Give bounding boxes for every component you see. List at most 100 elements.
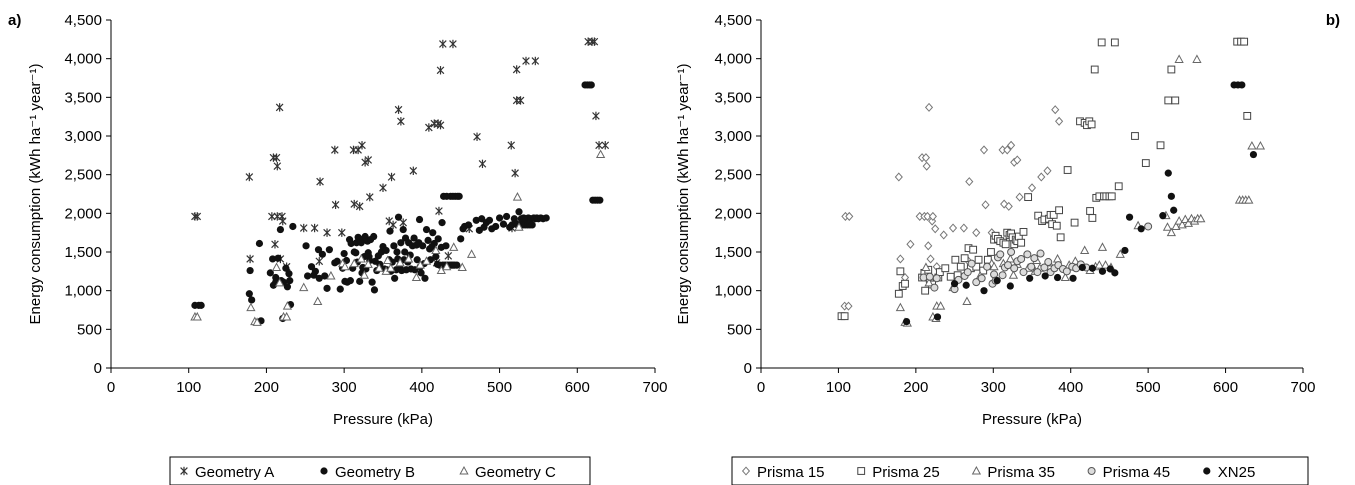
series-prisma-45 [919, 222, 1153, 294]
data-point [401, 248, 409, 256]
data-point [289, 222, 297, 231]
data-point [395, 257, 405, 267]
data-point [502, 212, 511, 221]
y-tick-label: 3,500 [714, 89, 752, 106]
x-axis-label: Pressure (kPa) [333, 411, 433, 428]
data-point [1255, 141, 1266, 150]
data-point [941, 264, 950, 273]
data-point [1041, 272, 1049, 280]
data-point [434, 235, 442, 243]
y-tick-label: 0 [744, 360, 752, 377]
data-point [415, 215, 424, 224]
legend-label: Geometry C [475, 464, 556, 481]
data-point [442, 242, 450, 250]
data-point [245, 290, 253, 298]
data-point [365, 192, 374, 202]
data-point [511, 168, 519, 178]
data-point [389, 220, 397, 230]
data-point [346, 277, 354, 285]
data-point [393, 248, 401, 256]
data-point [516, 96, 525, 105]
data-point [1043, 166, 1052, 176]
y-tick-label: 3,500 [64, 89, 102, 106]
data-point [935, 301, 946, 310]
data-point [931, 224, 940, 234]
data-point [967, 259, 976, 268]
data-point [946, 272, 955, 281]
data-point [894, 289, 903, 298]
data-point [969, 245, 978, 254]
data-point [939, 230, 948, 240]
panel-label: b) [1326, 12, 1340, 29]
legend-marker [971, 465, 982, 475]
legend-marker [857, 467, 866, 475]
data-point [1017, 254, 1026, 263]
data-point [347, 239, 355, 248]
data-point [974, 255, 983, 264]
data-point [252, 317, 262, 326]
data-point [1003, 261, 1012, 270]
data-point [1110, 38, 1119, 47]
y-tick-label: 500 [727, 321, 752, 338]
y-tick-label: 1,500 [64, 244, 102, 261]
data-point [421, 256, 432, 265]
data-point [1240, 37, 1249, 46]
data-point [457, 262, 467, 271]
x-tick-label: 700 [642, 379, 667, 396]
data-point [1007, 140, 1016, 150]
data-point [318, 250, 326, 258]
data-point [275, 103, 284, 112]
data-point [449, 39, 457, 49]
data-point [1055, 116, 1064, 126]
legend-label: Prisma 15 [757, 464, 825, 481]
legend-label: Geometry A [195, 464, 274, 481]
data-point [1013, 155, 1022, 165]
chart-panel-b: b) 0 500 1,000 1,500 2,000 2,500 3,000 3,500 4,00… [675, 12, 1340, 485]
data-point [590, 37, 599, 46]
y-tick-label: 3,000 [64, 128, 102, 145]
data-point [512, 192, 523, 201]
legend-marker [741, 466, 751, 476]
data-point [1121, 246, 1129, 255]
data-point [269, 255, 277, 263]
data-point [592, 111, 600, 121]
y-tick-label: 0 [94, 360, 102, 377]
data-point [901, 279, 909, 288]
data-point [1097, 38, 1106, 47]
data-point [1062, 267, 1071, 276]
legend-marker [320, 467, 328, 475]
data-point [436, 120, 445, 130]
data-point [951, 255, 960, 264]
data-point [595, 141, 603, 150]
data-point [998, 271, 1007, 280]
y-tick-label: 2,000 [714, 205, 752, 222]
data-point [333, 257, 341, 265]
data-point [310, 223, 319, 233]
data-point [411, 272, 422, 282]
data-point [419, 242, 427, 250]
data-point [922, 161, 931, 171]
data-point [370, 232, 378, 241]
data-point [1100, 260, 1111, 269]
data-point [1249, 150, 1258, 159]
data-point [972, 278, 981, 287]
data-point [1131, 132, 1139, 140]
data-point [977, 274, 986, 283]
data-point [356, 277, 364, 285]
data-point [1238, 81, 1246, 89]
x-tick-label: 0 [107, 379, 115, 396]
data-point [304, 272, 312, 280]
data-point [928, 211, 937, 221]
data-point [528, 221, 536, 229]
data-point [1078, 263, 1086, 272]
data-point [340, 249, 348, 258]
data-point [321, 272, 329, 280]
data-point [1156, 141, 1165, 150]
legend-marker [1087, 467, 1096, 475]
y-tick-label: 4,500 [714, 12, 752, 29]
data-point [359, 270, 369, 279]
data-point [466, 249, 477, 258]
chart-panel-a: a) 0 500 1,000 1,500 2,000 2,500 3,000 3,500 4,00… [8, 12, 668, 485]
data-point [435, 206, 443, 216]
data-point [1141, 159, 1150, 167]
